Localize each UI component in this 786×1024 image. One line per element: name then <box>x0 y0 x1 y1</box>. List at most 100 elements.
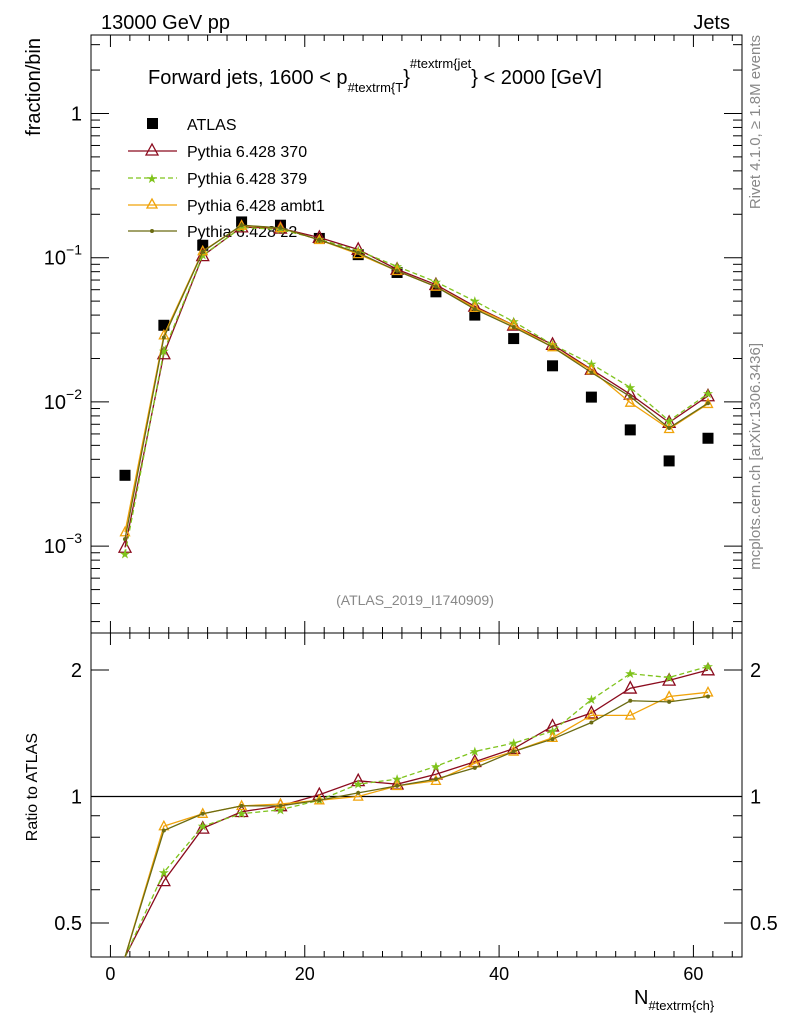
y-axis-label-main: fraction/bin <box>23 38 45 136</box>
legend-marker-z2 <box>150 229 154 233</box>
ratio-y-tick-label: 1 <box>71 787 82 809</box>
main-point-pythia-6-428-379: ★ <box>158 344 170 359</box>
ratio-point-pythia-6-428-370 <box>234 803 249 818</box>
y-axis-label-ratio: Ratio to ATLAS <box>24 733 41 841</box>
ratio-point-pythia-6-428-370 <box>700 662 716 676</box>
y-tick-label: 1 <box>71 103 82 125</box>
ratio-point-pythia-6-428-379: ★ <box>158 865 170 880</box>
ratio-y-tick-label: 0.5 <box>54 913 82 935</box>
main-point-pythia-6-428-z2 <box>511 325 516 330</box>
x-tick-label: 0 <box>105 964 115 984</box>
main-point-pythia-6-428-370 <box>312 229 327 243</box>
ratio-point-pythia-6-428-379: ★ <box>197 819 209 834</box>
ratio-point-pythia-6-428-z2 <box>356 790 361 795</box>
ratio-point-pythia-6-428-z2 <box>589 720 594 725</box>
legend-marker-ambt1 <box>145 197 159 209</box>
ratio-point-pythia-6-428-370 <box>195 820 210 834</box>
ratio-point-pythia-6-428-370 <box>351 772 366 787</box>
legend-marker-379: ★ <box>146 171 158 186</box>
main-point-pythia-6-428-ambt1 <box>663 422 675 434</box>
main-point-atlas <box>585 391 597 403</box>
ratio-point-pythia-6-428-ambt1 <box>624 709 636 720</box>
ratio-point-pythia-6-428-z2 <box>705 694 710 699</box>
ratio-point-pythia-6-428-z2 <box>667 699 672 704</box>
ratio-point-pythia-6-428-z2 <box>239 803 244 808</box>
main-point-pythia-6-428-z2 <box>239 223 244 228</box>
ratio-point-pythia-6-428-z2 <box>550 737 555 742</box>
ratio-point-pythia-6-428-ambt1 <box>352 790 364 801</box>
main-line-pythia-6-428-z2 <box>124 224 709 540</box>
main-point-atlas <box>119 469 131 481</box>
axes-layer: 0 20 40 60 10−3 10−2 10−1 1 0.5 0.5 1 1 2 2 <box>44 35 778 984</box>
main-point-atlas <box>624 424 636 436</box>
main-point-pythia-6-428-z2 <box>395 268 400 273</box>
legend-label-379: Pythia 6.428 379 <box>187 171 307 188</box>
ratio-y-tick-label: 2 <box>71 660 82 682</box>
y-tick-label: 10−2 <box>44 386 82 414</box>
data-layer: ★★★★★★★★★★★★★★★★★★★★★★★★★★★★★★★ <box>117 216 716 958</box>
ratio-point-pythia-6-428-z2 <box>472 765 477 770</box>
main-point-atlas <box>430 286 442 298</box>
ratio-point-pythia-6-428-z2 <box>200 811 205 816</box>
ratio-point-pythia-6-428-379: ★ <box>663 670 675 685</box>
main-point-atlas <box>663 455 675 467</box>
main-line-pythia-6-428-ambt1 <box>124 224 709 533</box>
ratio-point-pythia-6-428-z2 <box>433 777 438 782</box>
main-point-atlas <box>469 309 481 321</box>
main-point-atlas <box>702 432 714 444</box>
ratio-point-pythia-6-428-370 <box>156 872 171 887</box>
legend-label-370: Pythia 6.428 370 <box>187 144 307 161</box>
main-point-pythia-6-428-ambt1 <box>469 301 481 312</box>
main-point-pythia-6-428-379: ★ <box>624 380 636 395</box>
main-point-atlas <box>158 319 170 331</box>
ratio-y-tick-label-right: 1 <box>750 787 761 809</box>
ratio-point-pythia-6-428-z2 <box>317 798 322 803</box>
rivet-version-label: Rivet 4.1.0, ≥ 1.8M events <box>747 35 764 209</box>
main-point-pythia-6-428-379: ★ <box>663 413 675 428</box>
main-point-pythia-6-428-z2 <box>472 307 477 312</box>
main-point-pythia-6-428-z2 <box>433 284 438 289</box>
main-point-pythia-6-428-379: ★ <box>702 386 714 401</box>
ratio-point-pythia-6-428-z2 <box>628 698 633 703</box>
legend-marker-370 <box>144 142 160 156</box>
main-point-pythia-6-428-z2 <box>200 249 205 254</box>
main-point-pythia-6-428-z2 <box>589 370 594 375</box>
ratio-point-pythia-6-428-379: ★ <box>275 802 287 817</box>
main-point-pythia-6-428-z2 <box>317 237 322 242</box>
main-point-pythia-6-428-ambt1 <box>702 397 714 409</box>
main-point-pythia-6-428-370 <box>700 387 716 402</box>
ratio-point-pythia-6-428-z2 <box>161 828 166 833</box>
main-point-atlas <box>274 219 286 231</box>
main-point-pythia-6-428-z2 <box>550 345 555 350</box>
y-tick-label: 10−1 <box>44 242 82 270</box>
header-energy-label: 13000 GeV pp <box>101 12 230 34</box>
main-point-pythia-6-428-z2 <box>356 250 361 255</box>
main-line-pythia-6-428-379 <box>124 226 709 555</box>
ratio-point-pythia-6-428-379: ★ <box>430 759 442 774</box>
ratio-point-pythia-6-428-370 <box>584 705 599 719</box>
x-tick-label: 20 <box>295 964 315 984</box>
main-point-pythia-6-428-379: ★ <box>547 337 559 352</box>
ratio-point-pythia-6-428-ambt1 <box>585 709 597 720</box>
main-point-pythia-6-428-z2 <box>628 394 633 399</box>
x-axis-label: N#textrm{ch} <box>634 987 715 1013</box>
header-jets-label: Jets <box>693 12 730 34</box>
main-point-pythia-6-428-379: ★ <box>469 294 481 309</box>
analysis-id-watermark: (ATLAS_2019_I1740909) <box>336 592 494 608</box>
main-point-pythia-6-428-z2 <box>161 335 166 340</box>
ratio-line-pythia-6-428-z2 <box>124 695 709 958</box>
ratio-point-pythia-6-428-z2 <box>395 783 400 788</box>
ratio-line-pythia-6-428-370 <box>124 669 709 958</box>
main-point-pythia-6-428-z2 <box>705 401 710 406</box>
legend-label-atlas: ATLAS <box>187 117 237 134</box>
ratio-point-pythia-6-428-z2 <box>278 803 283 808</box>
main-point-atlas <box>547 360 559 372</box>
legend-marker-atlas <box>147 118 158 129</box>
legend: ATLAS Pythia 6.428 370 ★ Pythia 6.428 37… <box>128 117 325 241</box>
main-point-pythia-6-428-379: ★ <box>352 243 364 258</box>
main-point-pythia-6-428-z2 <box>123 537 128 542</box>
main-plot-title: Forward jets, 1600 < p#textrm{T}#textrm{… <box>148 56 602 95</box>
y-tick-label: 10−3 <box>44 530 82 558</box>
main-point-atlas <box>508 333 520 345</box>
